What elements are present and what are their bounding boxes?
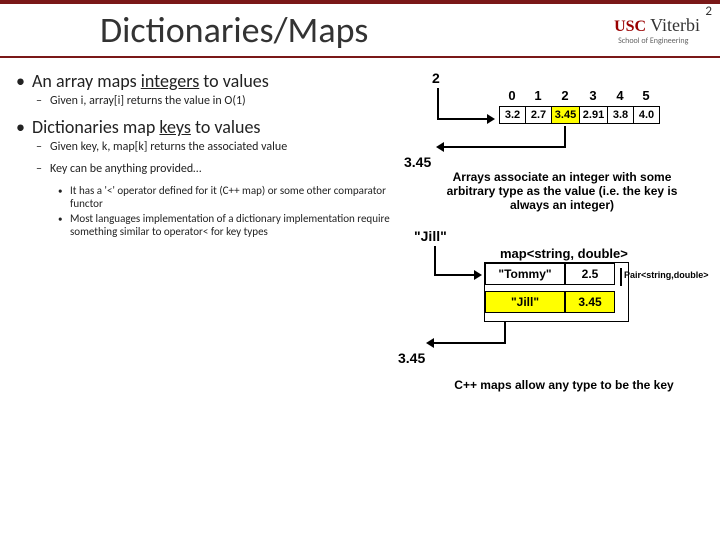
map-caption: C++ maps allow any type to be the key xyxy=(454,378,674,392)
pair-brace xyxy=(620,268,622,286)
bullet-given-i: Given i, array[i] returns the value in O… xyxy=(50,94,394,108)
arrow-to-map-h xyxy=(434,274,474,276)
array-header-row: 0 1 2 3 4 5 xyxy=(499,86,659,105)
array-val-2: 3.45 xyxy=(552,107,580,124)
map-row2-val: 3.45 xyxy=(565,291,615,313)
map-title: map<string, double> xyxy=(500,246,628,261)
array-input: 2 xyxy=(432,70,440,86)
map-input: "Jill" xyxy=(414,228,447,244)
array-val-5: 4.0 xyxy=(634,107,660,124)
map-row1-val: 2.5 xyxy=(565,263,615,285)
b1a-text: An array maps xyxy=(32,70,141,92)
b1b-underline: keys xyxy=(159,116,190,138)
array-caption: Arrays associate an integer with some ar… xyxy=(442,170,682,212)
arrow-from-array-h xyxy=(444,146,566,148)
arrow-from-map-head xyxy=(426,338,434,348)
array-val-1: 2.7 xyxy=(526,107,552,124)
map-row1-key: "Tommy" xyxy=(485,263,565,285)
arrow-to-map-v xyxy=(434,246,436,274)
array-value-row: 3.2 2.7 3.45 2.91 3.8 4.0 xyxy=(499,106,660,124)
array-idx-0: 0 xyxy=(499,86,525,105)
content: An array maps integers to values Given i… xyxy=(0,58,720,432)
b1a-underline: integers xyxy=(141,70,200,92)
right-column: 2 0 1 2 3 4 5 3.2 2.7 3.45 xyxy=(404,70,704,420)
arrow-to-array xyxy=(437,88,439,118)
array-val-4: 3.8 xyxy=(608,107,634,124)
b1b-end: to values xyxy=(191,116,261,138)
bullet-arrays: An array maps integers to values xyxy=(16,70,394,92)
bullet-given-key: Given key, k, map[k] returns the associa… xyxy=(50,140,394,154)
arrow-from-array-head xyxy=(436,142,444,152)
logo-viterbi: Viterbi xyxy=(650,15,700,36)
pair-label: Pair<string,double> xyxy=(624,270,694,280)
array-idx-2: 2 xyxy=(551,86,579,105)
arrow-from-array-v xyxy=(564,126,566,146)
map-box: "Tommy" 2.5 "Jill" 3.45 xyxy=(484,262,629,322)
b1b-text: Dictionaries map xyxy=(32,116,159,138)
bullet-lt-operator: It has a '<' operator defined for it (C+… xyxy=(70,184,394,210)
array-idx-4: 4 xyxy=(607,86,633,105)
bullet-dicts: Dictionaries map keys to values xyxy=(16,116,394,138)
arrow-to-map-head xyxy=(474,270,482,280)
arrow-to-array-h xyxy=(437,118,487,120)
array-output: 3.45 xyxy=(404,154,431,170)
arrow-from-map-h xyxy=(434,342,506,344)
array-val-0: 3.2 xyxy=(500,107,526,124)
slide-title: Dictionaries/Maps xyxy=(100,8,368,52)
bullet-key-anything: Key can be anything provided… xyxy=(50,162,394,176)
array-idx-1: 1 xyxy=(525,86,551,105)
logo-usc: USC xyxy=(614,18,646,36)
bullet-most-langs: Most languages implementation of a dicti… xyxy=(70,212,394,238)
array-idx-3: 3 xyxy=(579,86,607,105)
b1a-end: to values xyxy=(199,70,269,92)
header: Dictionaries/Maps USC Viterbi School of … xyxy=(0,4,720,58)
map-diagram: "Jill" map<string, double> "Tommy" 2.5 "… xyxy=(404,210,704,420)
page-number: 2 xyxy=(705,4,712,19)
array-diagram: 2 0 1 2 3 4 5 3.2 2.7 3.45 xyxy=(404,70,704,210)
array-idx-5: 5 xyxy=(633,86,659,105)
arrow-from-map-v xyxy=(504,322,506,342)
logo-block: USC Viterbi School of Engineering xyxy=(614,15,700,46)
map-row2-key: "Jill" xyxy=(485,291,565,313)
logo-sub: School of Engineering xyxy=(618,36,700,46)
arrow-to-array-head xyxy=(487,114,495,124)
array-val-3: 2.91 xyxy=(580,107,608,124)
left-column: An array maps integers to values Given i… xyxy=(16,70,394,420)
map-output: 3.45 xyxy=(398,350,425,366)
